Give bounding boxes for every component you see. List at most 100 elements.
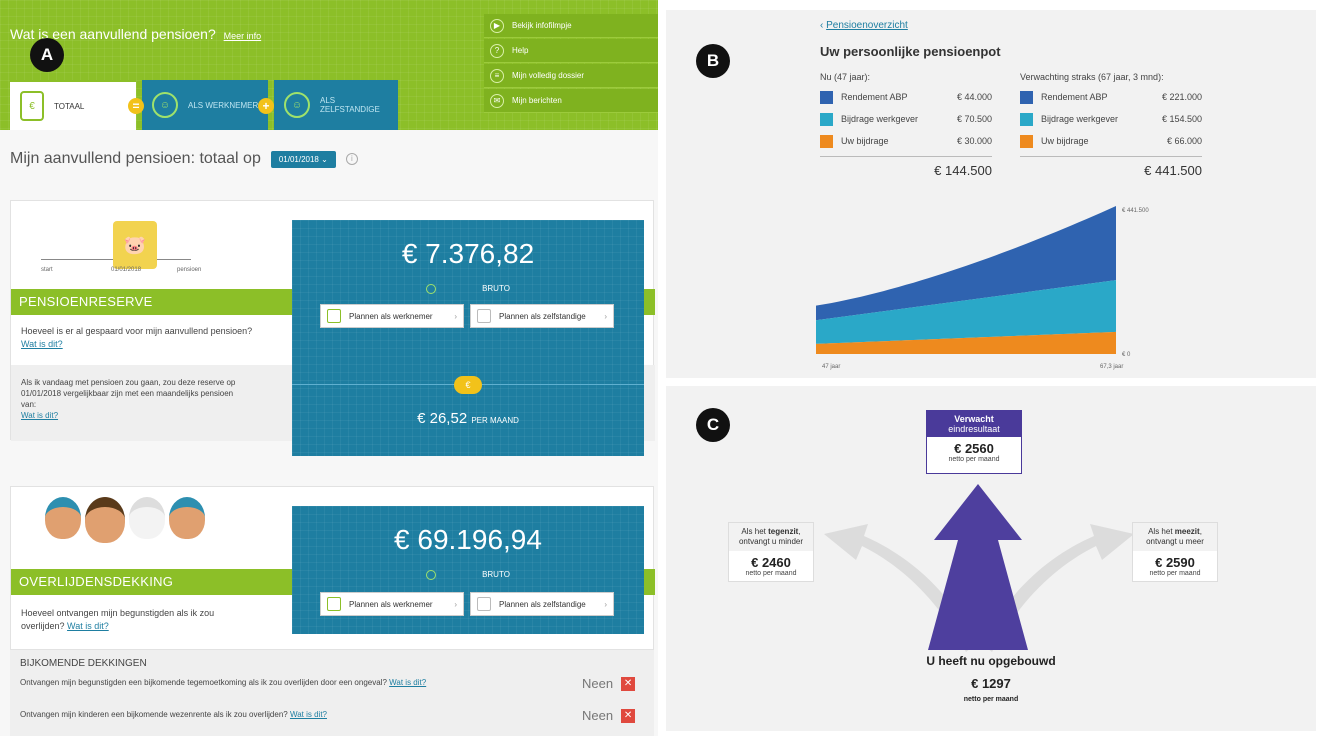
info-icon[interactable]: i	[345, 153, 358, 165]
chevron-right-icon: ›	[454, 311, 457, 321]
area-werkgever	[816, 280, 1116, 344]
info-icon[interactable]	[426, 570, 437, 580]
explain-link[interactable]: Wat is dit?	[21, 411, 59, 420]
area-uw-bijdrage	[816, 331, 1116, 354]
expected-result-box: Verwacht eindresultaat € 2560 netto per m…	[926, 410, 1022, 474]
y-top-label: € 441.500	[1122, 208, 1149, 214]
legend-value: € 221.000	[1161, 92, 1202, 102]
more-info-link[interactable]: Meer info	[223, 31, 262, 41]
legend-swatch	[820, 112, 833, 126]
built-sub: netto per maand	[963, 696, 1019, 703]
pot-title: Uw persoonlijke pensioenpot	[820, 44, 1001, 59]
person-icon	[327, 597, 341, 611]
bruto-label: BRUTO	[292, 284, 644, 294]
menu-item-dossier[interactable]: ≡ Mijn volledig dossier	[484, 64, 658, 88]
page-title-text: Mijn aanvullend pensioen: totaal op	[10, 150, 261, 167]
close-icon: ✕	[621, 676, 636, 691]
row-text: Ontvangen mijn kinderen een bijkomende w…	[20, 710, 288, 719]
plan-werknemer-button[interactable]: Plannen als werknemer ›	[320, 304, 464, 328]
extra-row: Ontvangen mijn begunstigden een bijkomen…	[20, 678, 426, 687]
pension-area-chart: € 441.500 € 0 47 jaar 67,3 jaar	[816, 206, 1149, 370]
bruto-label: BRUTO	[292, 570, 644, 580]
legend-row: Bijdrage werkgever € 70.500	[820, 108, 992, 130]
later-column: Verwachting straks (67 jaar, 3 mnd): Ren…	[1020, 72, 1202, 178]
head-bold: tegenzit	[768, 527, 799, 536]
legend-swatch	[1020, 112, 1033, 126]
menu-item-infofilm[interactable]: ▶ Bekijk infofilmpje	[484, 14, 658, 38]
reserve-explain: Als ik vandaag met pensioen zou gaan, zo…	[21, 377, 241, 421]
money-bag-icon: €	[20, 91, 44, 121]
tab-label: ALS WERKNEMER	[188, 100, 259, 110]
legend-value: € 30.000	[956, 136, 992, 146]
legend-swatch	[820, 90, 833, 104]
now-total: € 144.500	[934, 163, 992, 178]
panel-badge-b: B	[696, 44, 730, 78]
header-title: Wat is een aanvullend pensioen? Meer inf…	[10, 26, 261, 42]
plan-werknemer-button[interactable]: Plannen als werknemer ›	[320, 592, 464, 616]
tab-label-line: ZELFSTANDIGE	[320, 105, 380, 114]
death-amount: € 69.196,94	[394, 524, 542, 555]
legend-label: Bijdrage werkgever	[841, 114, 919, 124]
panel-badge-c: C	[696, 408, 730, 442]
info-icon[interactable]	[426, 284, 437, 294]
better-case-box: Als het meezit, ontvangt u meer € 2590 ne…	[1132, 522, 1218, 582]
row-text: Ontvangen mijn begunstigden een bijkomen…	[20, 678, 387, 687]
what-link[interactable]: Wat is dit?	[21, 339, 63, 349]
area-rendement	[816, 206, 1116, 321]
menu-label: Mijn volledig dossier	[512, 71, 585, 80]
tab-werknemer[interactable]: ☺ ALS WERKNEMER	[142, 80, 268, 130]
divider	[820, 156, 992, 157]
what-link[interactable]: Wat is dit?	[289, 710, 327, 719]
back-link[interactable]: ‹ Pensioenoverzicht	[820, 20, 908, 31]
plan-zelfstandige-button[interactable]: Plannen als zelfstandige ›	[470, 592, 614, 616]
built-title: U heeft nu opgebouwd	[926, 654, 1056, 668]
tab-totaal[interactable]: € TOTAAL	[10, 80, 136, 130]
bruto-text: BRUTO	[482, 570, 510, 580]
legend-swatch	[1020, 90, 1033, 104]
answer-neen: Neen ✕	[582, 676, 636, 691]
tab-label-line: ALS	[320, 96, 336, 105]
explain-text: Als ik vandaag met pensioen zou gaan, zo…	[21, 378, 236, 409]
head-text: ontvangt u meer	[1146, 537, 1204, 546]
extra-title: BIJKOMENDE DEKKINGEN	[20, 658, 147, 669]
worse-case-box: Als het tegenzit, ontvangt u minder € 246…	[728, 522, 814, 582]
head-text: Als het	[741, 527, 766, 536]
menu-item-berichten[interactable]: ✉ Mijn berichten	[484, 89, 658, 113]
better-head: Als het meezit, ontvangt u meer	[1133, 523, 1217, 551]
plus-icon: +	[258, 98, 274, 114]
later-heading: Verwachting straks (67 jaar, 3 mnd):	[1020, 72, 1164, 82]
green-header: Wat is een aanvullend pensioen? Meer inf…	[0, 0, 658, 130]
button-label: Plannen als zelfstandige	[499, 599, 586, 609]
tab-zelfstandige[interactable]: ☺ ALS ZELFSTANDIGE	[274, 80, 398, 130]
legend-label: Rendement ABP	[841, 92, 908, 102]
now-column: Nu (47 jaar): Rendement ABP € 44.000 Bijd…	[820, 72, 992, 178]
extra-coverage: BIJKOMENDE DEKKINGEN Ontvangen mijn begu…	[10, 650, 654, 736]
panel-badge-a: A	[30, 38, 64, 72]
monthly-suffix: PER MAAND	[471, 416, 519, 425]
date-value: 01/01/2018	[278, 154, 319, 164]
reserve-question: Hoeveel is er al gespaard voor mijn aanv…	[21, 325, 261, 351]
date-select[interactable]: 01/01/2018 ⌄	[270, 150, 336, 168]
legend-label: Rendement ABP	[1041, 92, 1108, 102]
plan-zelfstandige-button[interactable]: Plannen als zelfstandige ›	[470, 304, 614, 328]
button-label: Plannen als zelfstandige	[499, 311, 586, 321]
message-icon: ✉	[490, 93, 504, 108]
death-amount-box: € 69.196,94 BRUTO Plannen als werknemer ›…	[292, 506, 644, 634]
tab-label: TOTAAL	[54, 101, 85, 111]
legend-swatch	[820, 134, 833, 148]
what-link[interactable]: Wat is dit?	[67, 621, 109, 631]
legend-row: Rendement ABP € 44.000	[820, 86, 992, 108]
worse-amount: € 2460	[751, 555, 791, 570]
play-icon: ▶	[490, 18, 504, 33]
up-arrow	[928, 484, 1028, 650]
piggy-bank-icon: 🐷	[113, 221, 157, 269]
legend-value: € 154.500	[1161, 114, 1202, 124]
y-bottom-label: € 0	[1122, 352, 1131, 358]
expected-sub: netto per maand	[948, 456, 1000, 463]
person-icon	[477, 309, 491, 323]
child-face-icon	[169, 497, 205, 539]
what-link[interactable]: Wat is dit?	[389, 678, 427, 687]
later-total: € 441.500	[1144, 163, 1202, 178]
chevron-right-icon: ›	[454, 599, 457, 609]
menu-item-help[interactable]: ? Help	[484, 39, 658, 63]
